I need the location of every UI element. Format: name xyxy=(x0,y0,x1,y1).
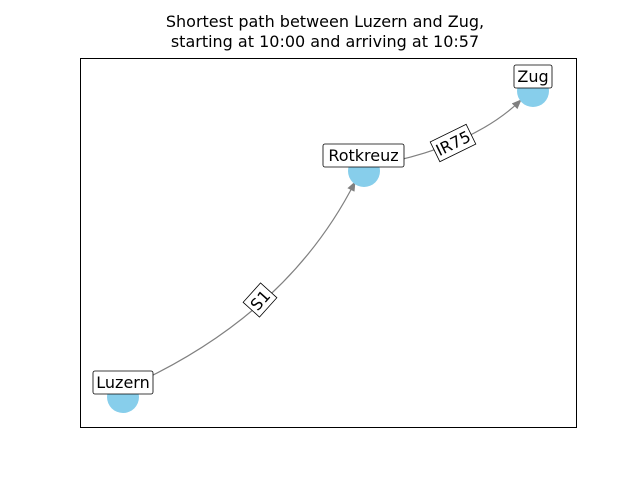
plot-frame xyxy=(80,58,577,428)
title-line-1: Shortest path between Luzern and Zug, xyxy=(165,12,485,31)
node-label-luzern-text: Luzern xyxy=(96,373,149,392)
node-label-rotkreuz-text: Rotkreuz xyxy=(328,146,398,165)
edge-label-ir75: IR75 xyxy=(429,123,477,163)
node-label-zug-text: Zug xyxy=(517,67,548,86)
title-line-2: starting at 10:00 and arriving at 10:57 xyxy=(170,32,480,51)
node-label-zug: Zug xyxy=(513,64,553,89)
node-label-rotkreuz: Rotkreuz xyxy=(322,143,405,168)
node-label-luzern: Luzern xyxy=(92,370,154,395)
edge-label-s1: S1 xyxy=(242,282,278,318)
edge-luzern-rotkreuz xyxy=(140,181,356,382)
diagram-title: Shortest path between Luzern and Zug, st… xyxy=(0,12,640,52)
edge-label-s1-text: S1 xyxy=(247,286,275,314)
